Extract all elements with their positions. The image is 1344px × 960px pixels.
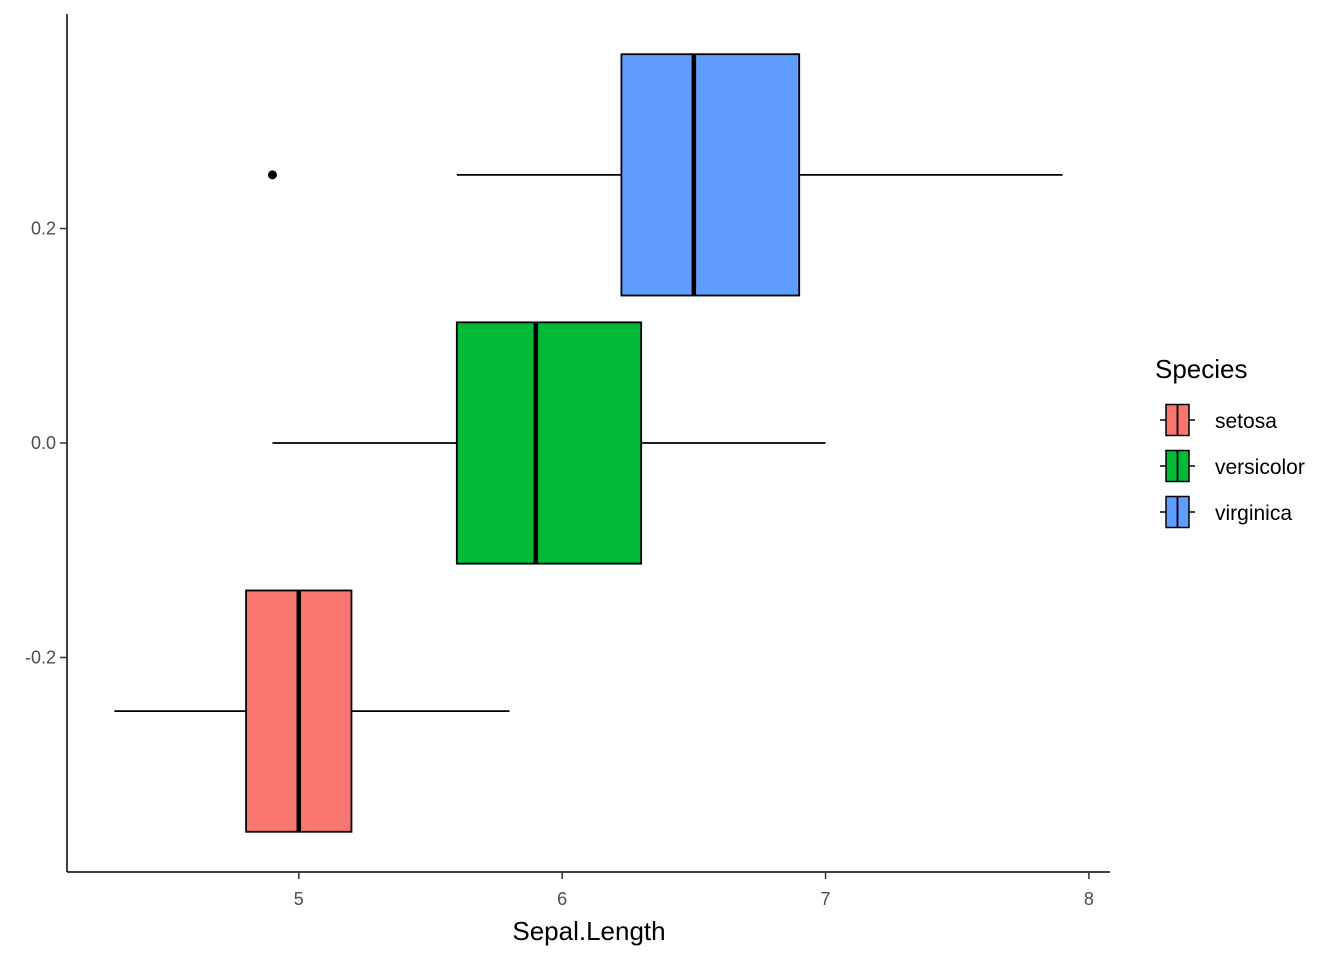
- legend-item-setosa: setosa: [1160, 403, 1277, 437]
- box-virginica: [267, 53, 1063, 297]
- legend-item-versicolor: versicolor: [1160, 449, 1305, 483]
- x-tick-label: 5: [294, 889, 304, 909]
- y-ticks: -0.2 0.0 0.2: [25, 219, 67, 668]
- legend-label: versicolor: [1215, 456, 1305, 479]
- box-versicolor: [272, 321, 826, 565]
- box-iqr: [620, 53, 801, 297]
- legend-title: Species: [1155, 354, 1248, 384]
- legend-item-virginica: virginica: [1160, 495, 1292, 529]
- axes: 5 6 7 8 -0.2 0.0 0.2 Sepal.Length: [25, 14, 1110, 946]
- y-tick-label: -0.2: [25, 648, 56, 668]
- x-tick-label: 7: [821, 889, 831, 909]
- legend-entries: setosa versicolor virginica: [1160, 403, 1305, 529]
- legend-label: setosa: [1215, 410, 1277, 433]
- plot-area: [114, 53, 1063, 833]
- legend: Species setosa versicolor virginica: [1155, 354, 1305, 529]
- y-tick-label: 0.2: [31, 219, 56, 239]
- x-axis-title: Sepal.Length: [512, 916, 665, 946]
- box-iqr: [455, 321, 643, 565]
- box-setosa: [114, 589, 510, 833]
- x-tick-label: 6: [557, 889, 567, 909]
- y-tick-label: 0.0: [31, 433, 56, 453]
- x-tick-label: 8: [1084, 889, 1094, 909]
- outlier-point: [267, 170, 277, 180]
- legend-label: virginica: [1215, 502, 1292, 525]
- x-ticks: 5 6 7 8: [294, 872, 1094, 909]
